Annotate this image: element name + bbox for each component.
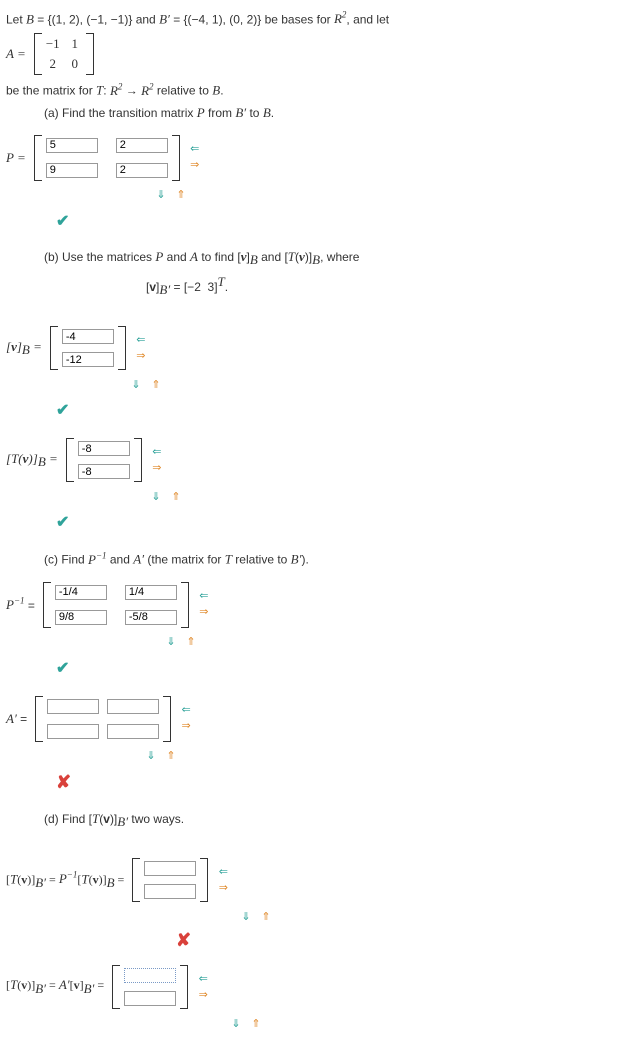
collapse-down-icon[interactable]: ⇓ bbox=[152, 191, 170, 201]
intro-line-1: Let B = {(1, 2), (−1, −1)} and B′ = {(−4… bbox=[6, 10, 628, 27]
check-icon: ✔ bbox=[56, 512, 628, 532]
collapse-down-icon[interactable]: ⇓ bbox=[147, 492, 165, 502]
Aprime-input-10[interactable] bbox=[47, 724, 99, 739]
expand-up-icon[interactable]: ⇑ bbox=[172, 191, 190, 201]
expand-up-icon[interactable]: ⇑ bbox=[182, 638, 200, 648]
vB-matrix bbox=[50, 326, 126, 370]
Pinv-input-01[interactable] bbox=[125, 585, 177, 600]
d1-matrix bbox=[132, 858, 208, 902]
part-c-text: (c) Find P−1 and A′ (the matrix for T re… bbox=[44, 550, 628, 567]
collapse-down-icon[interactable]: ⇓ bbox=[227, 1019, 245, 1029]
part-b-text: (b) Use the matrices P and A to find [v]… bbox=[44, 249, 628, 268]
Aprime-label: A′ = bbox=[6, 711, 27, 727]
d2-input-0[interactable] bbox=[124, 968, 176, 983]
expand-up-icon[interactable]: ⇑ bbox=[257, 912, 275, 922]
A-11: 0 bbox=[68, 56, 82, 72]
Pinv-input-00[interactable] bbox=[55, 585, 107, 600]
check-icon: ✔ bbox=[56, 658, 628, 678]
Pinv-input-11[interactable] bbox=[125, 610, 177, 625]
Pinv-input-10[interactable] bbox=[55, 610, 107, 625]
collapse-left-icon[interactable]: ⇐ bbox=[177, 706, 195, 716]
collapse-down-icon[interactable]: ⇓ bbox=[162, 638, 180, 648]
vB-label: [v]B = bbox=[6, 339, 42, 359]
Aprime-matrix bbox=[35, 696, 171, 742]
A-label: A = bbox=[6, 46, 26, 62]
collapse-left-icon[interactable]: ⇐ bbox=[132, 335, 150, 345]
collapse-left-icon[interactable]: ⇐ bbox=[148, 447, 166, 457]
collapse-down-icon[interactable]: ⇓ bbox=[142, 752, 160, 762]
expand-right-icon[interactable]: ⇒ bbox=[186, 161, 204, 171]
intro-line-2: be the matrix for T: R2 → R2 relative to… bbox=[6, 81, 628, 98]
check-icon: ✔ bbox=[56, 400, 628, 420]
A-matrix: −1 1 2 0 bbox=[34, 33, 94, 75]
cross-icon: ✘ bbox=[176, 930, 628, 951]
A-definition: A = −1 1 2 0 bbox=[6, 33, 628, 75]
collapse-left-icon[interactable]: ⇐ bbox=[195, 592, 213, 602]
expand-right-icon[interactable]: ⇒ bbox=[194, 990, 212, 1000]
cross-icon: ✘ bbox=[56, 772, 628, 793]
check-icon: ✔ bbox=[56, 211, 628, 231]
expand-right-icon[interactable]: ⇒ bbox=[195, 608, 213, 618]
Aprime-input-11[interactable] bbox=[107, 724, 159, 739]
d1-label: [T(v)]B′ = P−1[T(v)]B = bbox=[6, 870, 124, 891]
d1-input-1[interactable] bbox=[144, 884, 196, 899]
collapse-left-icon[interactable]: ⇐ bbox=[186, 145, 204, 155]
expand-right-icon[interactable]: ⇒ bbox=[214, 883, 232, 893]
P-input-00[interactable] bbox=[46, 138, 98, 153]
expand-right-icon[interactable]: ⇒ bbox=[148, 463, 166, 473]
expand-right-icon[interactable]: ⇒ bbox=[132, 351, 150, 361]
d1-input-0[interactable] bbox=[144, 861, 196, 876]
TvB-matrix bbox=[66, 438, 142, 482]
expand-up-icon[interactable]: ⇑ bbox=[147, 380, 165, 390]
TvB-input-1[interactable] bbox=[78, 464, 130, 479]
A-01: 1 bbox=[68, 36, 82, 52]
TvB-label: [T(v)]B = bbox=[6, 451, 58, 471]
d2-label: [T(v)]B′ = A′[v]B′ = bbox=[6, 977, 104, 996]
expand-up-icon[interactable]: ⇑ bbox=[167, 492, 185, 502]
P-matrix bbox=[34, 135, 180, 181]
Pinv-matrix bbox=[43, 582, 189, 628]
vB-input-1[interactable] bbox=[62, 352, 114, 367]
expand-right-icon[interactable]: ⇒ bbox=[177, 722, 195, 732]
P-input-10[interactable] bbox=[46, 163, 98, 178]
P-input-01[interactable] bbox=[116, 138, 168, 153]
Pinv-label: P−1 = bbox=[6, 596, 35, 613]
A-00: −1 bbox=[46, 36, 60, 52]
collapse-down-icon[interactable]: ⇓ bbox=[127, 380, 145, 390]
vB-input-0[interactable] bbox=[62, 329, 114, 344]
A-10: 2 bbox=[46, 56, 60, 72]
collapse-left-icon[interactable]: ⇐ bbox=[214, 867, 232, 877]
expand-up-icon[interactable]: ⇑ bbox=[162, 752, 180, 762]
collapse-down-icon[interactable]: ⇓ bbox=[237, 912, 255, 922]
d2-matrix bbox=[112, 965, 188, 1009]
P-input-11[interactable] bbox=[116, 163, 168, 178]
expand-up-icon[interactable]: ⇑ bbox=[247, 1019, 265, 1029]
part-a-text: (a) Find the transition matrix P from B′… bbox=[44, 105, 628, 121]
Aprime-input-01[interactable] bbox=[107, 699, 159, 714]
TvB-input-0[interactable] bbox=[78, 441, 130, 456]
Aprime-input-00[interactable] bbox=[47, 699, 99, 714]
d2-input-1[interactable] bbox=[124, 991, 176, 1006]
P-label: P = bbox=[6, 150, 26, 166]
part-d-text: (d) Find [T(v)]B′ two ways. bbox=[44, 811, 628, 830]
vBprime-def: [v]B′ = [−2 3]T. bbox=[146, 274, 628, 298]
collapse-left-icon[interactable]: ⇐ bbox=[194, 974, 212, 984]
